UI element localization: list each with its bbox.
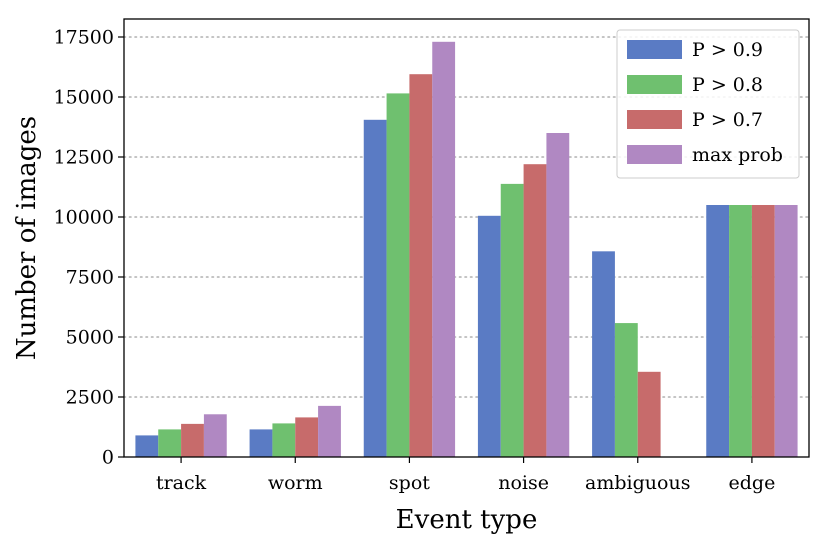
bar-edge-2 [751,205,775,457]
legend-swatch [627,40,682,59]
bar-ambiguous-2 [637,371,661,457]
x-axis-ticks: track worm spot noise ambiguous edge [156,457,775,494]
gridlines [123,36,810,398]
y-tick-label: 15000 [54,87,114,109]
y-tick-label: 7500 [66,267,114,289]
legend-label: max prob [692,144,783,166]
bar-edge-0 [706,205,730,457]
x-tick-label-spot: spot [389,472,430,494]
bar-noise-3 [546,133,570,457]
bars [135,41,798,458]
bar-noise-0 [477,215,501,457]
bar-ambiguous-1 [614,323,638,457]
bar-spot-3 [432,41,456,458]
bar-worm-2 [295,417,319,457]
y-tick-label: 12500 [54,147,114,169]
legend-label: P > 0.7 [692,109,763,131]
bar-track-0 [135,435,159,457]
x-axis-label: Event type [396,505,538,535]
bar-edge-3 [774,205,798,457]
y-tick-label: 17500 [54,27,114,49]
bar-track-3 [203,414,227,457]
bar-spot-0 [363,119,387,458]
legend-swatch [627,75,682,94]
bar-worm-1 [272,423,296,457]
legend-label: P > 0.9 [692,39,763,61]
y-tick-label: 10000 [54,207,114,229]
bar-spot-2 [409,74,433,457]
bar-ambiguous-0 [592,251,615,457]
bar-worm-3 [318,405,341,457]
y-tick-label: 2500 [66,387,114,409]
legend: P > 0.9 P > 0.8 P > 0.7 max prob [616,29,800,179]
bar-track-2 [181,423,204,457]
x-tick-label-ambiguous: ambiguous [585,472,690,494]
x-tick-label-noise: noise [498,472,549,494]
x-tick-label-worm: worm [268,472,323,494]
y-tick-label: 5000 [66,327,114,349]
legend-label: P > 0.8 [692,74,763,96]
bar-noise-1 [500,183,524,457]
legend-swatch [627,110,682,129]
bar-worm-0 [249,429,273,457]
y-axis-label: Number of images [12,116,42,360]
bar-noise-2 [523,164,547,457]
plot-frame [123,18,810,458]
y-axis-ticks: 0 2500 5000 7500 10000 12500 15000 17500 [54,27,124,469]
x-tick-label-edge: edge [729,472,776,494]
bar-spot-1 [386,93,410,458]
bar-edge-1 [729,205,752,457]
y-tick-label: 0 [102,447,114,469]
x-tick-label-track: track [156,472,207,494]
legend-swatch [627,145,682,164]
legend-box [616,29,800,179]
bar-track-1 [158,429,182,457]
